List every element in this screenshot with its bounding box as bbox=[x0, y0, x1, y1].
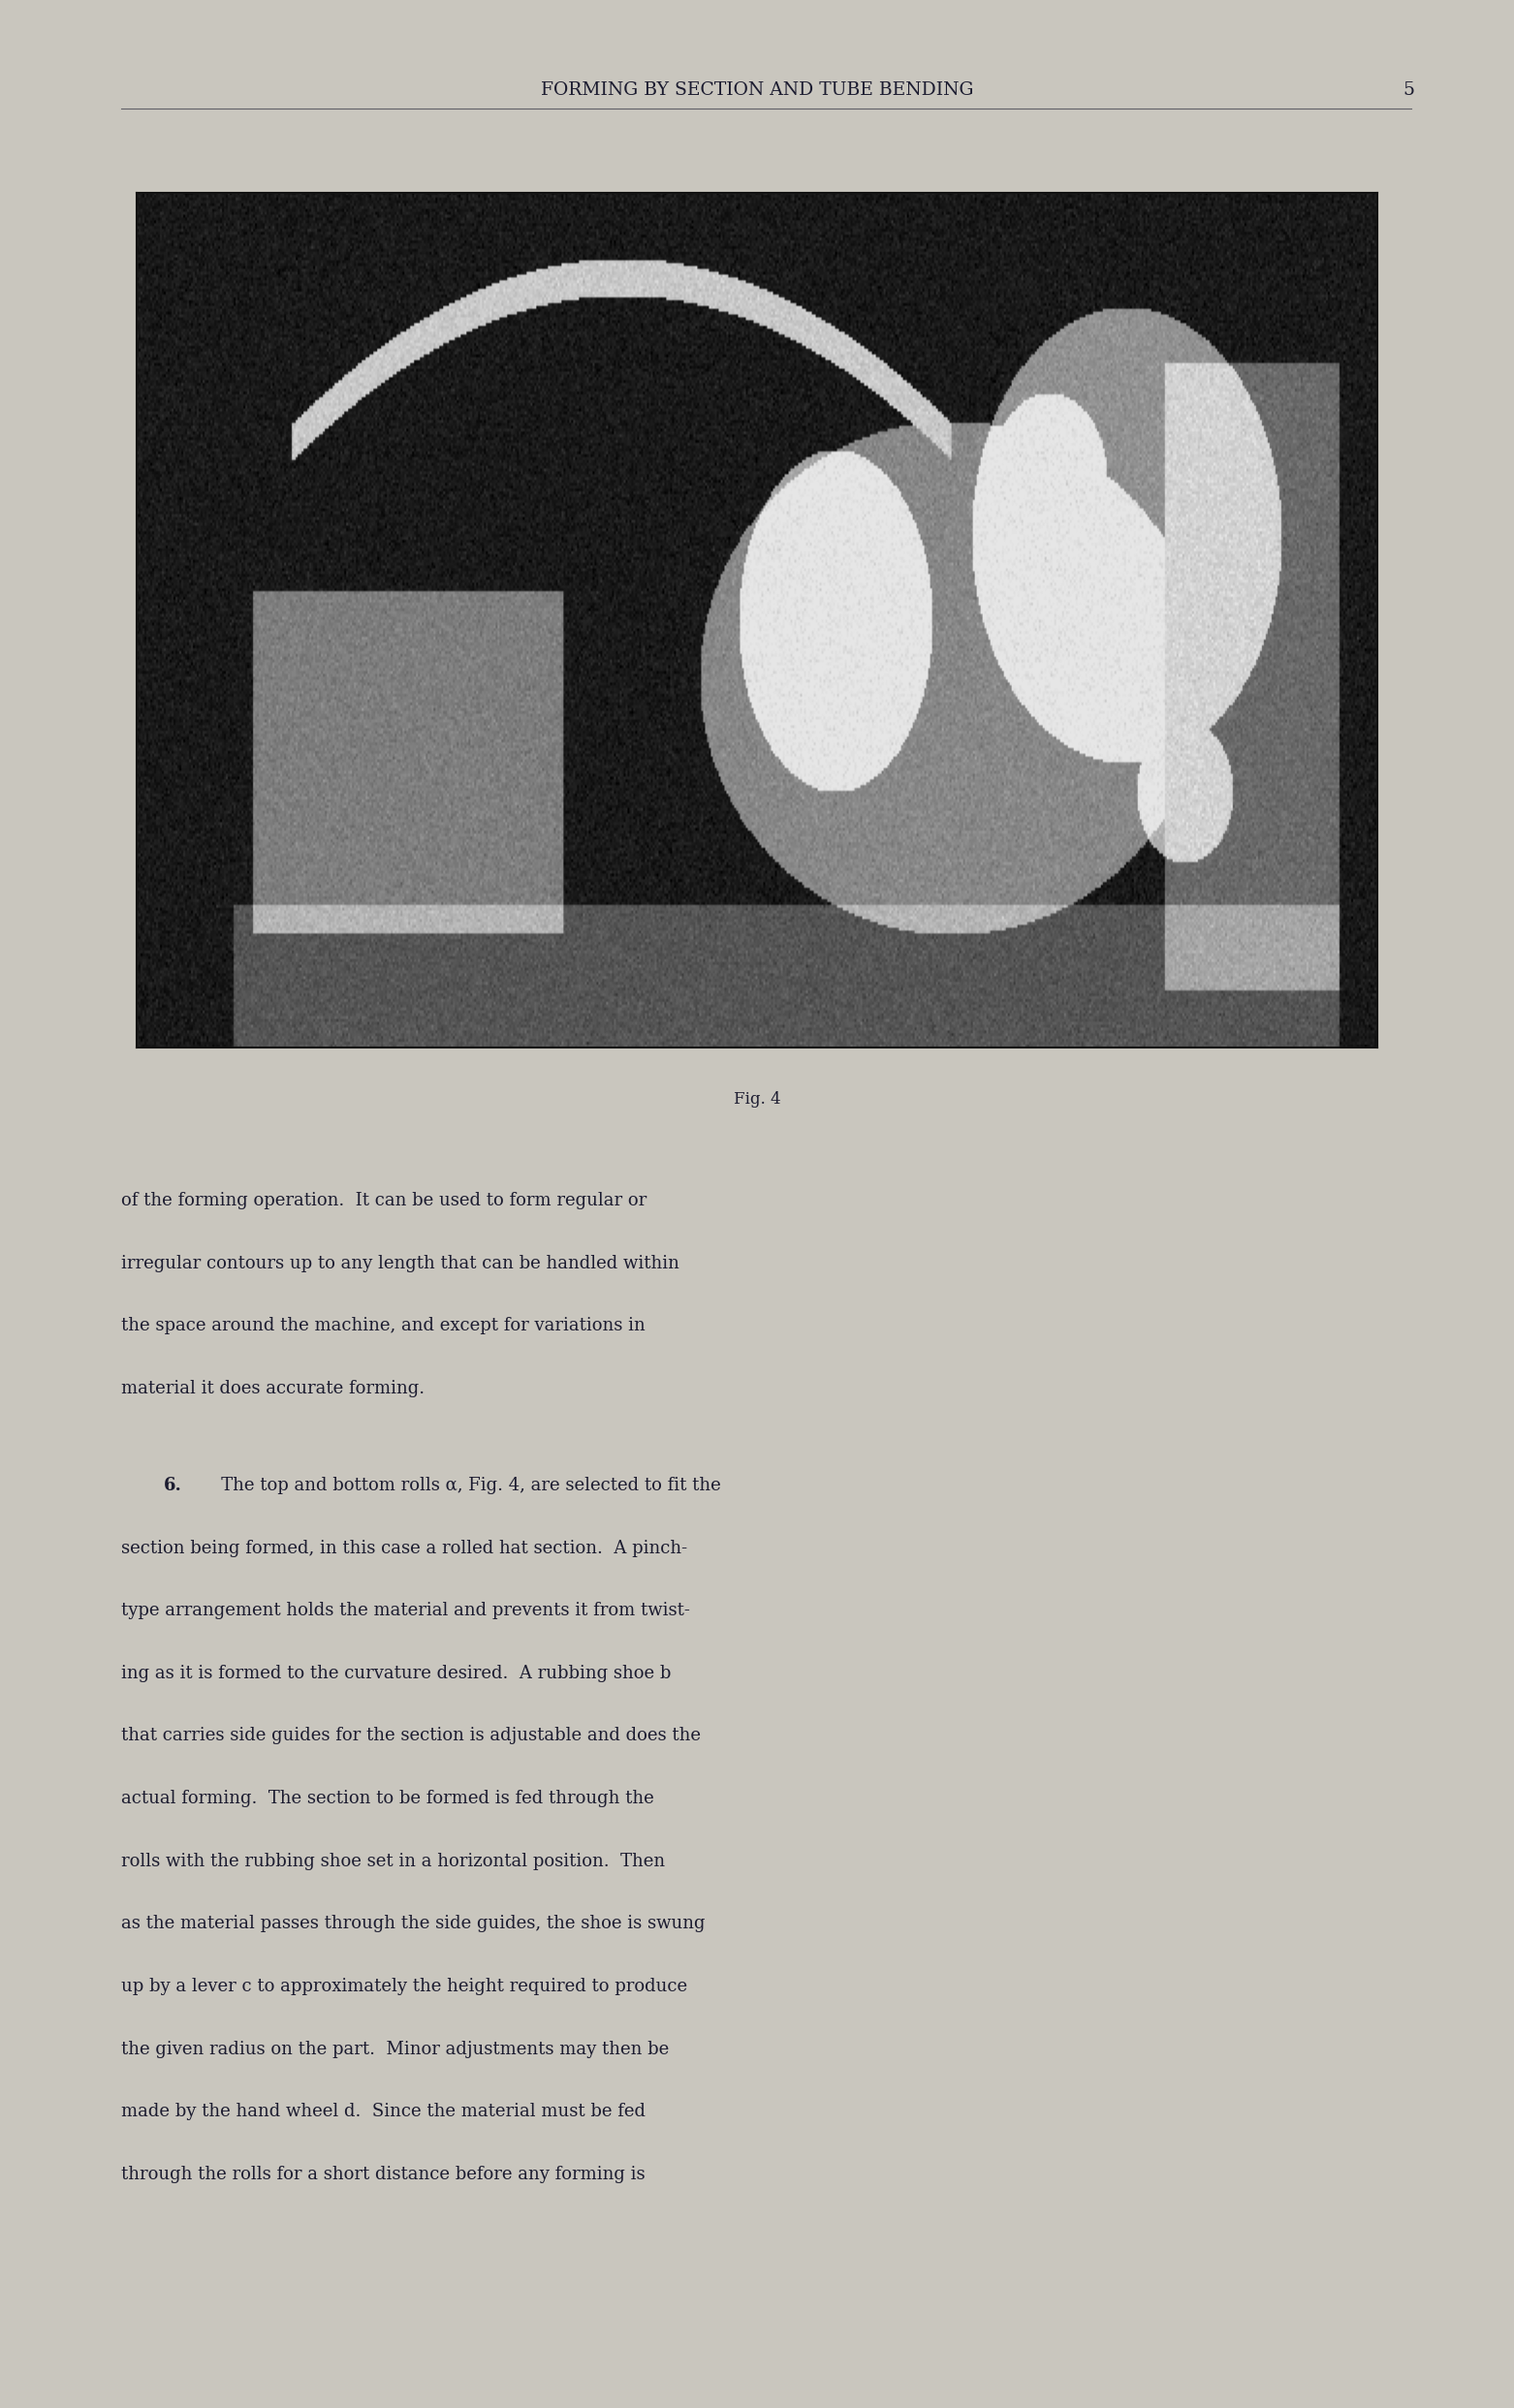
Text: The top and bottom rolls α, Fig. 4, are selected to fit the: The top and bottom rolls α, Fig. 4, are … bbox=[204, 1476, 721, 1495]
Text: FORMING BY SECTION AND TUBE BENDING: FORMING BY SECTION AND TUBE BENDING bbox=[540, 82, 974, 99]
Text: ing as it is formed to the curvature desired.  A rubbing shoe b: ing as it is formed to the curvature des… bbox=[121, 1664, 671, 1683]
Text: up by a lever c to approximately the height required to produce: up by a lever c to approximately the hei… bbox=[121, 1977, 687, 1996]
Text: as the material passes through the side guides, the shoe is swung: as the material passes through the side … bbox=[121, 1914, 706, 1934]
Text: 6.: 6. bbox=[164, 1476, 182, 1495]
Text: of the forming operation.  It can be used to form regular or: of the forming operation. It can be used… bbox=[121, 1192, 646, 1209]
Text: that carries side guides for the section is adjustable and does the: that carries side guides for the section… bbox=[121, 1727, 701, 1746]
Text: through the rolls for a short distance before any forming is: through the rolls for a short distance b… bbox=[121, 2165, 645, 2184]
Text: type arrangement holds the material and prevents it from twist-: type arrangement holds the material and … bbox=[121, 1601, 690, 1621]
Text: 5: 5 bbox=[1402, 82, 1414, 99]
Text: actual forming.  The section to be formed is fed through the: actual forming. The section to be formed… bbox=[121, 1789, 654, 1808]
Text: the space around the machine, and except for variations in: the space around the machine, and except… bbox=[121, 1317, 645, 1334]
Text: Fig. 4: Fig. 4 bbox=[733, 1091, 781, 1108]
Text: section being formed, in this case a rolled hat section.  A pinch-: section being formed, in this case a rol… bbox=[121, 1539, 687, 1558]
Text: the given radius on the part.  Minor adjustments may then be: the given radius on the part. Minor adju… bbox=[121, 2040, 669, 2059]
Text: rolls with the rubbing shoe set in a horizontal position.  Then: rolls with the rubbing shoe set in a hor… bbox=[121, 1852, 665, 1871]
Text: made by the hand wheel d.  Since the material must be fed: made by the hand wheel d. Since the mate… bbox=[121, 2102, 645, 2121]
Text: irregular contours up to any length that can be handled within: irregular contours up to any length that… bbox=[121, 1255, 680, 1271]
Text: material it does accurate forming.: material it does accurate forming. bbox=[121, 1380, 424, 1397]
